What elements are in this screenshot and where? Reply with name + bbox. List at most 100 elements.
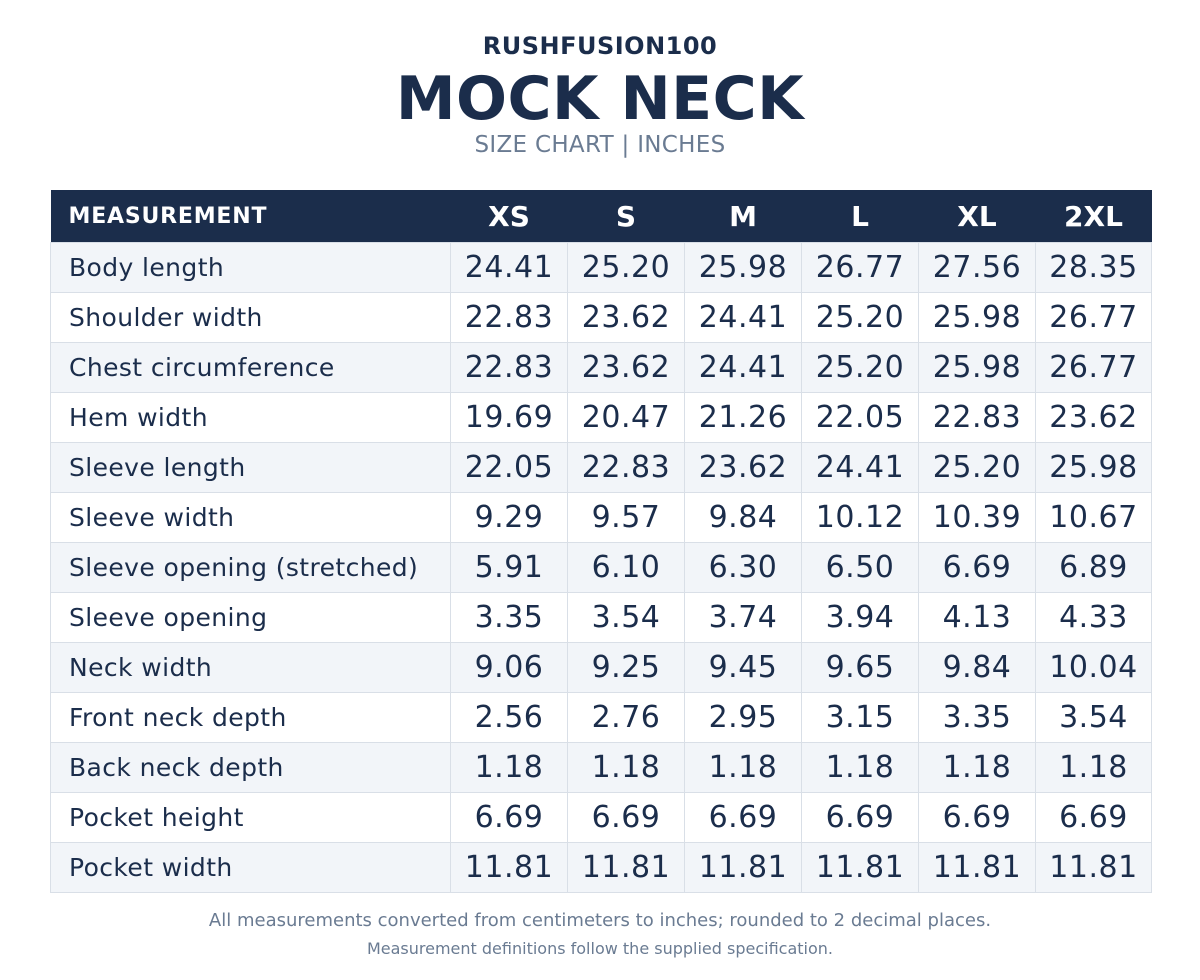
row-label: Pocket height — [50, 792, 451, 843]
header-size-xs: XS — [450, 190, 568, 243]
cell-value: 6.50 — [801, 542, 919, 593]
cell-value: 2.76 — [567, 692, 685, 743]
cell-value: 9.57 — [567, 492, 685, 543]
cell-value: 5.91 — [450, 542, 568, 593]
cell-value: 6.10 — [567, 542, 685, 593]
cell-value: 3.94 — [801, 592, 919, 643]
cell-value: 25.20 — [801, 342, 919, 393]
cell-value: 3.15 — [801, 692, 919, 743]
size-chart-table: MEASUREMENT XS S M L XL 2XL Body length … — [50, 190, 1152, 893]
table-body: Body length 24.41 25.20 25.98 26.77 27.5… — [50, 242, 1152, 893]
cell-value: 1.18 — [684, 742, 802, 793]
cell-value: 23.62 — [1035, 392, 1152, 443]
header-size-s: S — [567, 190, 685, 243]
cell-value: 11.81 — [801, 842, 919, 893]
table-row: Body length 24.41 25.20 25.98 26.77 27.5… — [50, 242, 1152, 293]
row-label: Front neck depth — [50, 692, 451, 743]
cell-value: 4.13 — [918, 592, 1036, 643]
cell-value: 2.95 — [684, 692, 802, 743]
cell-value: 1.18 — [801, 742, 919, 793]
brand-name: RUSHFUSION100 — [482, 32, 718, 60]
cell-value: 2.56 — [450, 692, 568, 743]
cell-value: 23.62 — [567, 292, 685, 343]
table-row: Shoulder width 22.83 23.62 24.41 25.20 2… — [50, 292, 1152, 343]
page-title: MOCK NECK — [395, 64, 805, 134]
row-label: Sleeve length — [50, 442, 451, 493]
row-label: Back neck depth — [50, 742, 451, 793]
page-subtitle: SIZE CHART | INCHES — [474, 132, 726, 158]
cell-value: 25.20 — [801, 292, 919, 343]
cell-value: 9.45 — [684, 642, 802, 693]
cell-value: 9.06 — [450, 642, 568, 693]
cell-value: 1.18 — [918, 742, 1036, 793]
footnote-definitions: Measurement definitions follow the suppl… — [366, 939, 834, 958]
cell-value: 10.12 — [801, 492, 919, 543]
cell-value: 22.83 — [918, 392, 1036, 443]
table-row: Pocket width 11.81 11.81 11.81 11.81 11.… — [50, 842, 1152, 893]
cell-value: 3.54 — [1035, 692, 1152, 743]
cell-value: 6.69 — [1035, 792, 1152, 843]
cell-value: 27.56 — [918, 242, 1036, 293]
cell-value: 1.18 — [1035, 742, 1152, 793]
cell-value: 25.98 — [918, 292, 1036, 343]
cell-value: 28.35 — [1035, 242, 1152, 293]
cell-value: 9.65 — [801, 642, 919, 693]
row-label: Pocket width — [50, 842, 451, 893]
cell-value: 22.83 — [567, 442, 685, 493]
header-measurement: MEASUREMENT — [50, 190, 451, 243]
cell-value: 25.98 — [684, 242, 802, 293]
cell-value: 23.62 — [684, 442, 802, 493]
row-label: Sleeve width — [50, 492, 451, 543]
cell-value: 10.04 — [1035, 642, 1152, 693]
cell-value: 11.81 — [567, 842, 685, 893]
cell-value: 25.20 — [567, 242, 685, 293]
cell-value: 3.35 — [450, 592, 568, 643]
table-row: Chest circumference 22.83 23.62 24.41 25… — [50, 342, 1152, 393]
table-row: Sleeve opening 3.35 3.54 3.74 3.94 4.13 … — [50, 592, 1152, 643]
footnote-conversion: All measurements converted from centimet… — [208, 910, 992, 931]
cell-value: 24.41 — [684, 292, 802, 343]
header-size-m: M — [684, 190, 802, 243]
cell-value: 9.29 — [450, 492, 568, 543]
cell-value: 9.25 — [567, 642, 685, 693]
cell-value: 3.35 — [918, 692, 1036, 743]
cell-value: 3.54 — [567, 592, 685, 643]
cell-value: 10.67 — [1035, 492, 1152, 543]
table-row: Front neck depth 2.56 2.76 2.95 3.15 3.3… — [50, 692, 1152, 743]
row-label: Neck width — [50, 642, 451, 693]
row-label: Shoulder width — [50, 292, 451, 343]
cell-value: 6.69 — [684, 792, 802, 843]
cell-value: 1.18 — [450, 742, 568, 793]
cell-value: 11.81 — [450, 842, 568, 893]
table-row: Sleeve length 22.05 22.83 23.62 24.41 25… — [50, 442, 1152, 493]
cell-value: 23.62 — [567, 342, 685, 393]
cell-value: 11.81 — [684, 842, 802, 893]
cell-value: 22.83 — [450, 342, 568, 393]
cell-value: 25.98 — [1035, 442, 1152, 493]
cell-value: 6.89 — [1035, 542, 1152, 593]
row-label: Chest circumference — [50, 342, 451, 393]
row-label: Body length — [50, 242, 451, 293]
header-size-l: L — [801, 190, 919, 243]
table-header-row: MEASUREMENT XS S M L XL 2XL — [50, 190, 1152, 243]
cell-value: 6.69 — [918, 792, 1036, 843]
cell-value: 20.47 — [567, 392, 685, 443]
table-row: Sleeve width 9.29 9.57 9.84 10.12 10.39 … — [50, 492, 1152, 543]
cell-value: 6.69 — [567, 792, 685, 843]
cell-value: 25.20 — [918, 442, 1036, 493]
cell-value: 22.05 — [801, 392, 919, 443]
table-row: Hem width 19.69 20.47 21.26 22.05 22.83 … — [50, 392, 1152, 443]
cell-value: 21.26 — [684, 392, 802, 443]
cell-value: 9.84 — [918, 642, 1036, 693]
cell-value: 9.84 — [684, 492, 802, 543]
cell-value: 24.41 — [801, 442, 919, 493]
cell-value: 25.98 — [918, 342, 1036, 393]
cell-value: 1.18 — [567, 742, 685, 793]
cell-value: 6.69 — [801, 792, 919, 843]
row-label: Sleeve opening (stretched) — [50, 542, 451, 593]
header-size-2xl: 2XL — [1035, 190, 1152, 243]
header-size-xl: XL — [918, 190, 1036, 243]
cell-value: 4.33 — [1035, 592, 1152, 643]
cell-value: 26.77 — [801, 242, 919, 293]
table-row: Back neck depth 1.18 1.18 1.18 1.18 1.18… — [50, 742, 1152, 793]
